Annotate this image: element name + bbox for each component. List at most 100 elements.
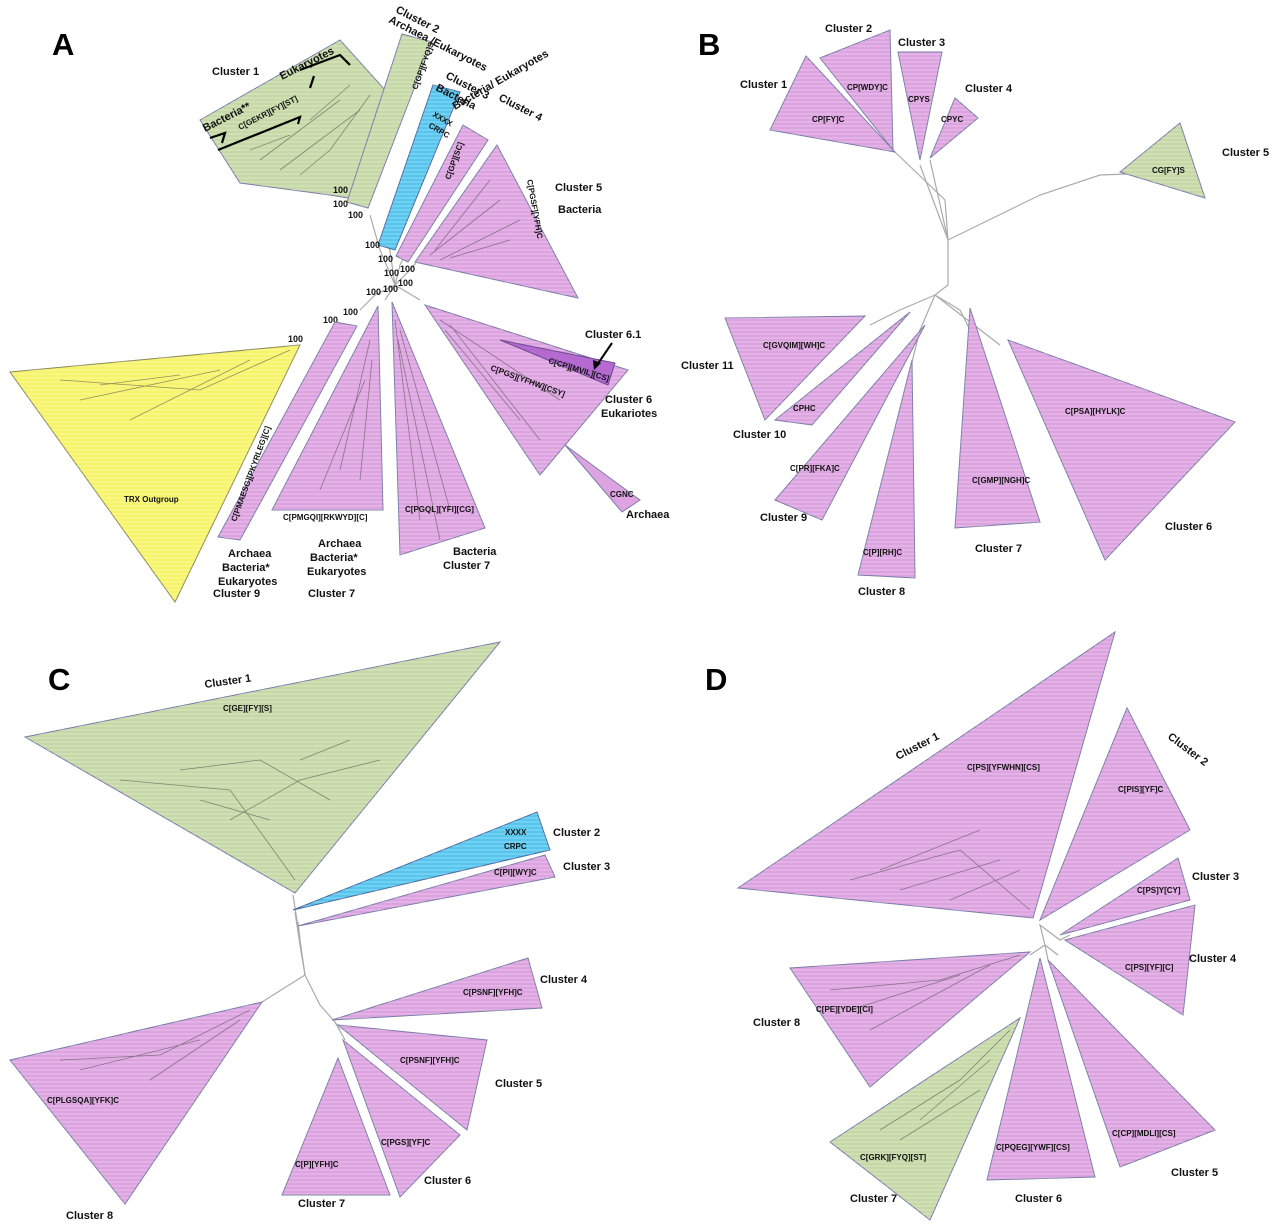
d-cluster3-motif: C[PS]Y[CY] — [1137, 886, 1181, 895]
a-cluster9-label: Cluster 9 — [213, 588, 260, 600]
b-cluster7-label: Cluster 7 — [975, 543, 1022, 555]
c-cluster1-label: Cluster 1 — [204, 673, 252, 691]
a-cluster7-motif: C[PGQL][YFI][CG] — [405, 505, 474, 514]
a-cluster1-texture — [249, 84, 371, 176]
a-bracket-bacteria-left — [209, 131, 227, 144]
panel-c-letter: C — [48, 662, 70, 697]
a-cluster5-taxa: Bacteria — [558, 204, 602, 216]
b-cluster6-motif: C[PSA][HYLK]C — [1065, 407, 1126, 416]
d-cluster8-label: Cluster 8 — [753, 1017, 800, 1029]
a-cluster8-taxa3: Eukaryotes — [307, 566, 366, 578]
d-cluster6-motif: C[PQEG][YWF][CS] — [996, 1143, 1070, 1152]
a-cluster6-label: Cluster 6 — [605, 394, 652, 406]
a-bracket-bacteria — [217, 115, 302, 152]
a-cluster6-archaea-motif: CGNC — [610, 490, 634, 499]
b-cluster5-motif: CG[FY]S — [1152, 166, 1186, 175]
c-cluster6-label: Cluster 6 — [424, 1175, 471, 1187]
svg-text:100: 100 — [333, 185, 348, 195]
b-cluster4-motif: CPYC — [941, 115, 963, 124]
d-cluster3-label: Cluster 3 — [1192, 871, 1239, 883]
svg-text:100: 100 — [323, 315, 338, 325]
panel-a-letter: A — [52, 27, 74, 62]
a-cluster6-archaea-shape — [564, 444, 641, 513]
b-cluster8-motif: C[P][RH]C — [863, 548, 902, 557]
b-cluster3-label: Cluster 3 — [898, 37, 945, 49]
a-cluster7-taxa: Bacteria — [453, 546, 497, 558]
b-cluster4-label: Cluster 4 — [965, 83, 1013, 95]
panel-d-branches — [1029, 923, 1071, 961]
d-cluster6-label: Cluster 6 — [1015, 1193, 1062, 1205]
panel-a-branches — [359, 214, 421, 311]
a-cluster6-archaea-taxa: Archaea — [626, 509, 670, 521]
svg-text:100: 100 — [288, 334, 303, 344]
b-cluster10-motif: CPHC — [793, 404, 816, 413]
a-cluster8-motif: C[PMGQI][RKWYD][C] — [283, 513, 368, 522]
d-cluster5-motif: C[CP][MDLI][CS] — [1112, 1129, 1176, 1138]
panel-c-branches — [261, 894, 346, 1041]
a-cluster61-shape — [499, 339, 616, 386]
a-cluster4-label: Cluster 4 — [497, 92, 545, 124]
a-bootstrap-values: 100 100 100 100 100 100 100 100 100 100 … — [288, 185, 415, 344]
c-cluster4-label: Cluster 4 — [540, 974, 588, 986]
panel-c: C C[GE][FY][S] Cluster 1 XXXX CRPC Clust… — [9, 641, 610, 1222]
panel-b-letter: B — [698, 27, 720, 62]
d-cluster8-motif: C[PE][YDE][CI] — [816, 1005, 873, 1014]
c-cluster8-label: Cluster 8 — [66, 1210, 113, 1222]
b-cluster10-label: Cluster 10 — [733, 429, 786, 441]
a-cluster61-arrow — [596, 342, 613, 366]
c-cluster3-label: Cluster 3 — [563, 861, 610, 873]
b-cluster9-motif: C[PR][FKA]C — [790, 464, 840, 473]
d-cluster7-motif: C[GRK][FYQ][ST] — [860, 1153, 927, 1162]
b-cluster8-label: Cluster 8 — [858, 586, 905, 598]
d-cluster2-label: Cluster 2 — [1165, 731, 1210, 769]
a-cluster6-taxa: Eukariotes — [601, 408, 657, 420]
b-cluster9-label: Cluster 9 — [760, 512, 807, 524]
b-cluster11-motif: C[GVQIM][WH]C — [763, 341, 825, 350]
d-cluster4-label: Cluster 4 — [1189, 953, 1237, 965]
svg-text:100: 100 — [366, 287, 381, 297]
c-cluster8-motif: C[PLGSQA][YFK]C — [47, 1096, 119, 1105]
a-cluster9-taxa2: Bacteria* — [222, 562, 270, 574]
panel-d: D C[PS][YFWHN][CS] Cluster 1 C[PIS][YF]C… — [705, 630, 1239, 1221]
svg-text:100: 100 — [384, 268, 399, 278]
b-cluster5-label: Cluster 5 — [1222, 147, 1269, 159]
a-cluster61-label: Cluster 6.1 — [585, 329, 641, 341]
c-cluster7-label: Cluster 7 — [298, 1198, 345, 1210]
a-cluster1-label: Cluster 1 — [212, 66, 259, 78]
b-cluster11-label: Cluster 11 — [681, 360, 734, 372]
a-cluster8-taxa2: Bacteria* — [310, 552, 358, 564]
c-cluster2-label: Cluster 2 — [553, 827, 600, 839]
d-cluster1-motif: C[PS][YFWHN][CS] — [967, 763, 1040, 772]
d-cluster2-motif: C[PIS][YF]C — [1118, 785, 1164, 794]
d-cluster7-label: Cluster 7 — [850, 1193, 897, 1205]
a-bracket-eukaryotes — [299, 53, 351, 72]
svg-text:100: 100 — [378, 254, 393, 264]
svg-text:100: 100 — [400, 264, 415, 274]
a-trx-outgroup-label: TRX Outgroup — [124, 495, 179, 504]
b-cluster1-label: Cluster 1 — [740, 79, 787, 91]
c-cluster6-motif: C[PGS][YF]C — [381, 1138, 431, 1147]
svg-text:100: 100 — [348, 210, 363, 220]
b-cluster3-motif: CPYS — [908, 95, 930, 104]
c-cluster1-motif: C[GE][FY][S] — [223, 704, 272, 713]
panel-d-letter: D — [705, 662, 727, 697]
svg-text:100: 100 — [398, 278, 413, 288]
c-cluster2-motif-b: CRPC — [504, 842, 527, 851]
svg-text:100: 100 — [365, 240, 380, 250]
b-cluster7-motif: C[GMP][NGH]C — [972, 476, 1030, 485]
c-cluster5-label: Cluster 5 — [495, 1078, 542, 1090]
b-cluster2-motif: CP[WDY]C — [847, 83, 888, 92]
c-cluster7-motif: C[P][YFH]C — [295, 1160, 339, 1169]
c-cluster3-motif: C[PI][WY]C — [494, 868, 537, 877]
a-cluster7-label: Cluster 7 — [443, 560, 490, 572]
d-cluster4-motif: C[PS][YF][C] — [1125, 963, 1174, 972]
a-cluster8-label: Cluster 7 — [308, 588, 355, 600]
b-cluster2-label: Cluster 2 — [825, 23, 872, 35]
a-bracket-tick — [308, 75, 316, 89]
panel-a: A Cluster 1 Bacteria** Eukaryotes C[GEKR… — [9, 4, 670, 603]
panel-b: B CP[FY]C Cluster 1 CP[WDY]C Cluster 2 C… — [681, 23, 1269, 598]
d-cluster5-label: Cluster 5 — [1171, 1167, 1218, 1179]
c-cluster5-motif: C[PSNF][YFH]C — [400, 1056, 460, 1065]
svg-text:100: 100 — [333, 199, 348, 209]
